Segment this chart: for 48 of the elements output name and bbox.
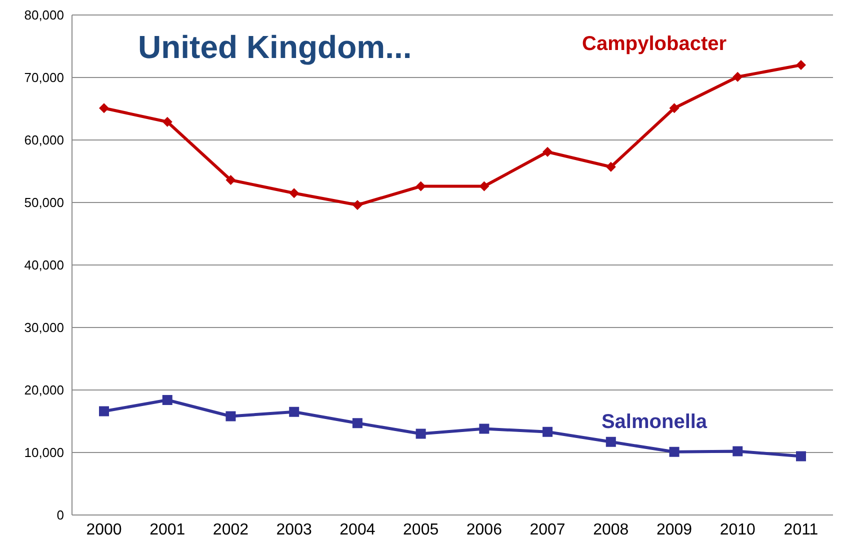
point <box>479 181 490 192</box>
x-tick-label: 2002 <box>212 521 249 538</box>
point <box>606 162 616 172</box>
x-tick-label: 2000 <box>86 521 122 538</box>
point <box>796 451 806 462</box>
point <box>669 446 680 457</box>
x-tick-label: 2009 <box>656 521 692 538</box>
point <box>289 406 300 417</box>
point <box>796 60 806 70</box>
point <box>226 411 236 422</box>
point <box>99 103 109 114</box>
point <box>352 418 362 428</box>
x-tick-label: 2007 <box>530 521 566 538</box>
y-tick-label: 30,000 <box>24 320 64 336</box>
series-label: Salmonella <box>601 410 708 433</box>
point <box>162 116 172 127</box>
point <box>542 426 553 437</box>
y-tick-label: 80,000 <box>24 8 64 23</box>
x-tick-label: 2001 <box>150 521 186 538</box>
x-tick-label: 2005 <box>403 521 439 538</box>
y-tick-label: 0 <box>56 508 64 523</box>
x-tick-label: 2004 <box>340 521 376 538</box>
y-tick-label: 60,000 <box>24 132 64 148</box>
point <box>162 395 172 405</box>
x-tick-label: 2008 <box>593 521 629 538</box>
y-tick-label: 40,000 <box>24 258 64 273</box>
chart-title: United Kingdom... <box>138 29 412 65</box>
x-tick-label: 2011 <box>784 521 818 538</box>
point <box>669 103 680 114</box>
y-tick-label: 10,000 <box>24 445 64 460</box>
point <box>542 146 553 157</box>
series-label: Campylobacter <box>582 33 727 56</box>
point <box>479 424 490 434</box>
point <box>352 200 362 210</box>
point <box>416 181 426 192</box>
point <box>289 188 300 198</box>
x-tick-label: 2003 <box>276 521 312 538</box>
point <box>606 436 616 447</box>
point <box>99 406 109 416</box>
point <box>732 446 743 456</box>
x-tick-label: 2006 <box>466 521 502 538</box>
y-tick-label: 20,000 <box>24 382 64 398</box>
x-tick-label: 2010 <box>720 521 756 538</box>
y-tick-label: 50,000 <box>24 195 64 210</box>
point <box>416 428 426 439</box>
point <box>732 72 743 82</box>
point <box>226 175 236 185</box>
y-tick-label: 70,000 <box>24 70 64 86</box>
